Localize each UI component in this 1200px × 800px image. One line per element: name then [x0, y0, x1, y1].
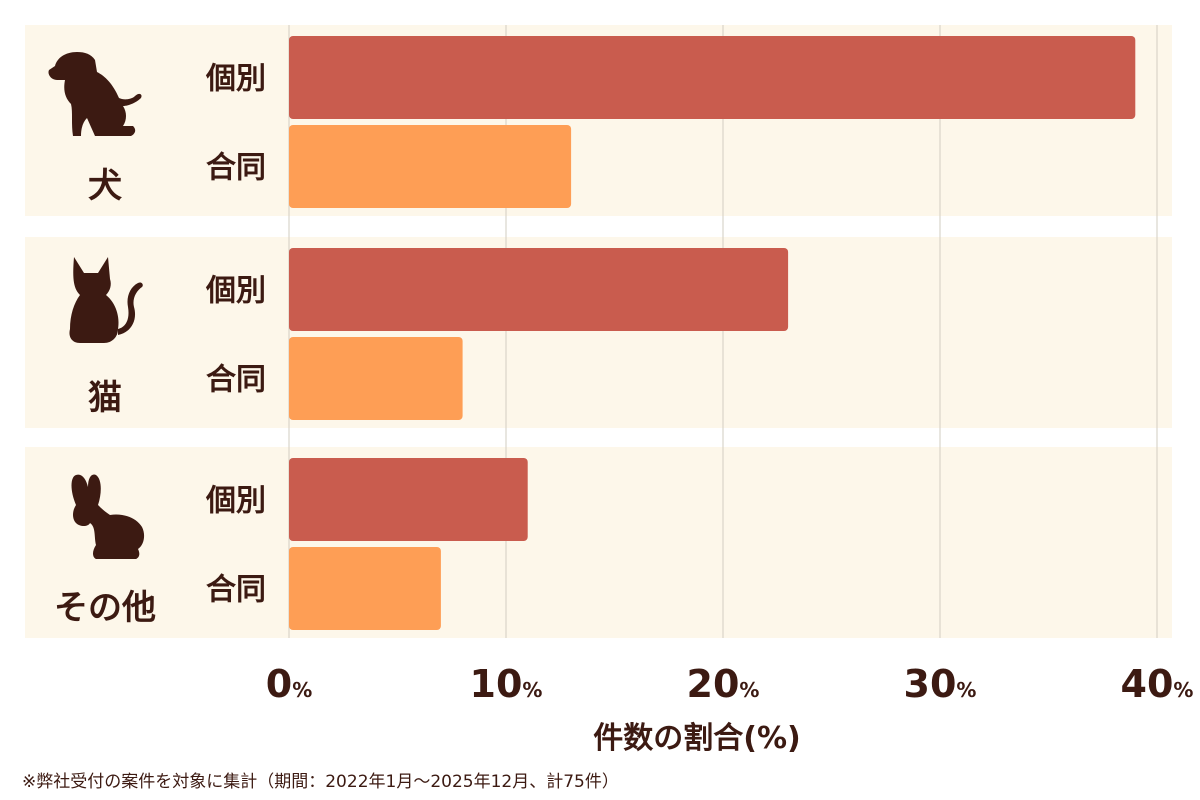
group-panel [25, 447, 1172, 638]
group-label: その他 [54, 588, 156, 628]
footnote: ※弊社受付の案件を対象に集計（期間：2022年1月〜2025年12月、計75件） [22, 772, 619, 792]
bar-category-label: 個別 [205, 62, 266, 97]
bar [289, 547, 441, 630]
bar-category-label: 個別 [205, 484, 266, 519]
x-tick-label: 30% [904, 662, 977, 706]
group-label: 犬 [88, 166, 122, 206]
bar-category-label: 合同 [206, 573, 266, 608]
bar-category-label: 合同 [206, 363, 266, 398]
bar-category-label: 合同 [206, 151, 266, 186]
rabbit-icon [71, 474, 145, 559]
x-tick-label: 20% [687, 662, 760, 706]
cat-icon [69, 257, 143, 343]
x-axis-title: 件数の割合(%) [593, 721, 800, 756]
bar [289, 248, 789, 331]
x-tick-label: 0% [266, 662, 313, 706]
x-tick-label: 40% [1121, 662, 1194, 706]
bar-category-label: 個別 [205, 274, 266, 309]
bar [289, 337, 463, 420]
bar [289, 36, 1136, 119]
bar [289, 125, 572, 208]
bar [289, 458, 528, 541]
x-tick-label: 10% [470, 662, 543, 706]
dog-icon [48, 52, 142, 136]
group-label: 猫 [88, 378, 122, 418]
